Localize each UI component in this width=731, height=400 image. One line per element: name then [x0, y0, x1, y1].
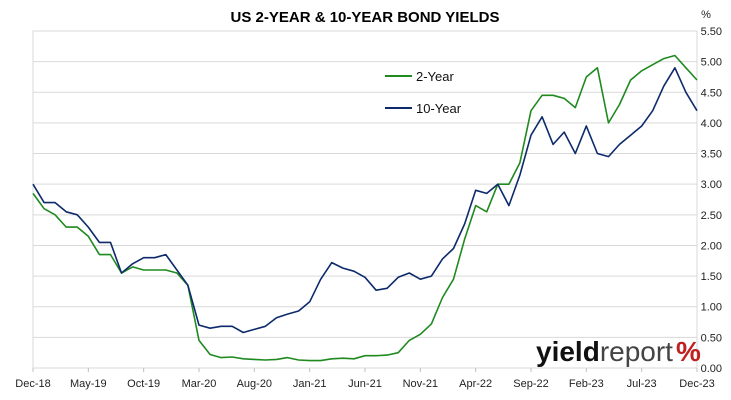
y-tick-label: 5.50 — [701, 26, 722, 38]
x-tick-label: Mar-20 — [182, 378, 217, 390]
chart-title: US 2-YEAR & 10-YEAR BOND YIELDS — [231, 9, 500, 26]
x-tick-label: Jan-21 — [293, 378, 327, 390]
x-tick-label: Jul-23 — [627, 378, 657, 390]
x-tick-label: May-19 — [70, 378, 107, 390]
x-axis: Dec-18 May-19 Oct-19 Mar-20 Aug-20 Jan-21 Jun-… — [15, 368, 715, 390]
legend-label-10-year: 10-Year — [416, 101, 462, 116]
y-tick-label: 3.50 — [701, 149, 722, 161]
series-layer — [32, 54, 698, 362]
y-tick-label: 1.50 — [701, 271, 722, 283]
plot-area-border — [32, 30, 698, 369]
y-tick-label: 5.00 — [701, 57, 722, 69]
logo-report: report — [600, 336, 673, 367]
x-tick-label: Dec-23 — [679, 378, 714, 390]
y-tick-label: 1.00 — [701, 302, 722, 314]
logo-percent: % — [676, 336, 701, 367]
legend: 2-Year 10-Year — [385, 69, 462, 116]
x-tick-label: Feb-23 — [569, 378, 604, 390]
legend-label-2-year: 2-Year — [416, 69, 454, 84]
y-tick-label: 2.00 — [701, 240, 722, 252]
gridlines — [33, 30, 697, 369]
x-tick-label: Dec-18 — [15, 378, 50, 390]
y-tick-label: 0.50 — [701, 332, 722, 344]
series-line-2-year — [32, 54, 698, 362]
y-tick-label: 4.50 — [701, 87, 722, 99]
y-tick-label: 2.50 — [701, 210, 722, 222]
x-tick-label: Apr-22 — [459, 378, 492, 390]
x-tick-label: Aug-20 — [237, 378, 272, 390]
y-axis: 0.00 0.50 1.00 1.50 2.00 2.50 3.00 3.50 4.00 4.50… — [701, 26, 722, 375]
logo-yield: yield — [536, 336, 600, 367]
series-line-10-year — [32, 67, 698, 334]
y-tick-label: 3.00 — [701, 179, 722, 191]
y-tick-label: 0.00 — [701, 363, 722, 375]
yieldreport-logo: yieldreport% — [536, 336, 701, 367]
x-tick-label: Sep-22 — [513, 378, 548, 390]
x-tick-label: Oct-19 — [127, 378, 160, 390]
x-tick-label: Nov-21 — [403, 378, 438, 390]
svg-text:yieldreport%: yieldreport% — [536, 336, 701, 367]
y-tick-label: 4.00 — [701, 118, 722, 130]
y-axis-unit: % — [701, 9, 711, 21]
x-tick-label: Jun-21 — [348, 378, 382, 390]
